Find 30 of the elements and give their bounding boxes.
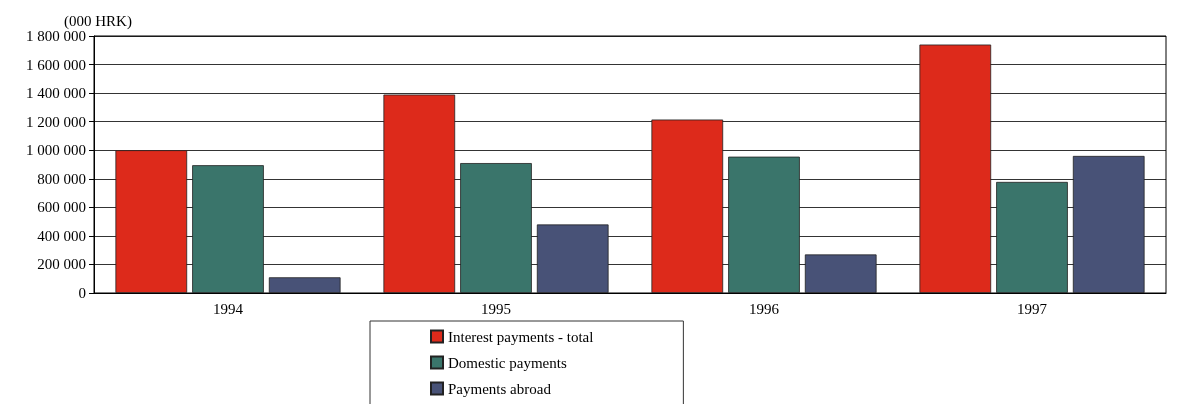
y-tick-label: 1 800 000 <box>26 28 86 44</box>
y-tick-label: 200 000 <box>37 256 86 273</box>
bar <box>115 150 188 293</box>
bar <box>383 94 456 293</box>
y-tick-label: 600 000 <box>37 199 86 216</box>
bar <box>192 165 264 293</box>
y-tick-label: 1 000 000 <box>26 142 86 159</box>
bar <box>1072 155 1145 293</box>
bar <box>268 277 341 293</box>
bar <box>728 156 800 293</box>
legend-label: Payments abroad <box>448 380 552 397</box>
x-tick-label: 1994 <box>213 300 244 317</box>
bar <box>996 181 1068 293</box>
y-tick-label: 1 200 000 <box>26 113 86 130</box>
y-tick-label: 1 600 000 <box>26 56 86 73</box>
y-axis-title: (000 HRK) <box>64 13 132 31</box>
x-tick-label: 1997 <box>1017 300 1048 317</box>
y-tick-label: 1 400 000 <box>26 85 86 102</box>
bar <box>919 44 992 293</box>
bar <box>651 119 724 293</box>
y-tick-label: 400 000 <box>37 227 86 244</box>
bar <box>804 254 877 293</box>
legend-label: Interest payments - total <box>448 328 594 345</box>
y-tick-label: 0 <box>78 285 86 301</box>
x-tick-label: 1995 <box>481 300 511 317</box>
x-tick-label: 1996 <box>749 300 780 317</box>
bar <box>460 163 532 293</box>
bar <box>536 224 609 293</box>
y-tick-label: 800 000 <box>37 170 86 187</box>
legend-label: Domestic payments <box>448 354 567 371</box>
